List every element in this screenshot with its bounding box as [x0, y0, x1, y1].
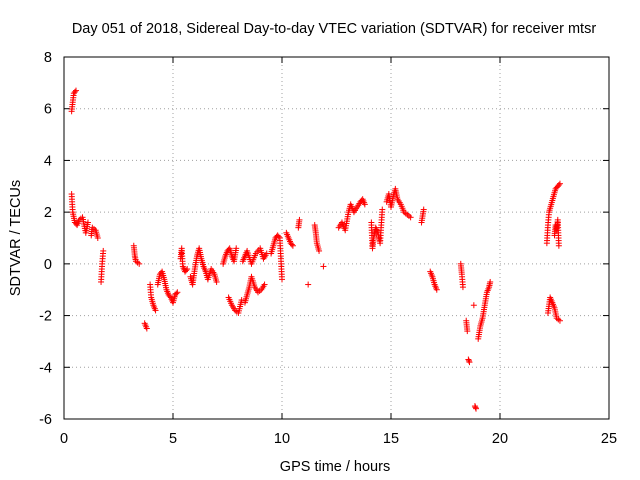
data-point — [166, 293, 173, 300]
data-point — [94, 235, 101, 241]
data-point — [174, 289, 181, 296]
data-point — [71, 88, 78, 95]
data-point — [100, 247, 107, 254]
data-point — [275, 233, 282, 240]
x-tick-label: 5 — [169, 431, 177, 447]
data-point — [470, 302, 477, 309]
data-point — [289, 242, 296, 249]
data-points — [68, 87, 563, 412]
ticks: 0 5 10 15 20 25 -6 -4 -2 0 2 4 6 8 — [39, 50, 617, 447]
data-point — [433, 286, 440, 293]
data-point — [320, 263, 327, 270]
data-point — [288, 241, 295, 248]
data-point — [143, 325, 150, 332]
data-point — [420, 206, 427, 213]
data-point — [555, 181, 562, 188]
data-point — [183, 267, 190, 274]
data-point — [556, 180, 563, 187]
data-point — [72, 87, 79, 94]
data-point — [316, 247, 323, 254]
data-point — [459, 284, 466, 291]
x-tick-label: 25 — [601, 431, 617, 447]
y-tick-label: -2 — [39, 309, 52, 325]
data-point — [184, 266, 191, 273]
x-tick-label: 15 — [383, 431, 399, 447]
x-axis-label: GPS time / hours — [280, 459, 390, 475]
data-point — [361, 201, 368, 208]
y-tick-label: 6 — [44, 102, 52, 118]
data-point — [471, 403, 478, 410]
data-point — [213, 278, 220, 285]
data-point — [407, 214, 414, 221]
y-tick-label: 8 — [44, 50, 52, 66]
data-point — [472, 404, 479, 411]
chart-title: Day 051 of 2018, Sidereal Day-to-day VTE… — [72, 21, 597, 37]
data-point — [296, 216, 303, 223]
y-tick-label: -6 — [39, 412, 52, 428]
data-point — [238, 297, 245, 304]
data-point — [555, 242, 562, 249]
y-tick-label: 2 — [44, 205, 52, 221]
data-point — [84, 219, 91, 226]
data-point — [465, 357, 472, 364]
data-point — [279, 276, 285, 283]
data-point — [473, 405, 480, 412]
y-axis-label: SDTVAR / TECUs — [8, 180, 24, 296]
y-tick-label: 0 — [44, 257, 52, 273]
data-point — [152, 307, 159, 314]
y-tick-label: 4 — [44, 153, 52, 169]
grid — [64, 57, 609, 419]
data-point — [465, 356, 472, 363]
x-tick-label: 0 — [60, 431, 68, 447]
data-point — [136, 260, 143, 267]
plot-frame — [63, 56, 610, 420]
data-point — [305, 281, 312, 288]
data-point — [487, 278, 494, 285]
data-point — [233, 245, 240, 252]
x-tick-label: 10 — [274, 431, 290, 447]
data-point — [556, 317, 563, 324]
y-tick-label: -4 — [39, 360, 52, 376]
data-point — [464, 328, 471, 335]
data-point — [466, 359, 473, 366]
data-point — [173, 290, 180, 297]
x-tick-label: 20 — [492, 431, 508, 447]
data-point — [261, 281, 268, 288]
data-point — [379, 206, 386, 213]
